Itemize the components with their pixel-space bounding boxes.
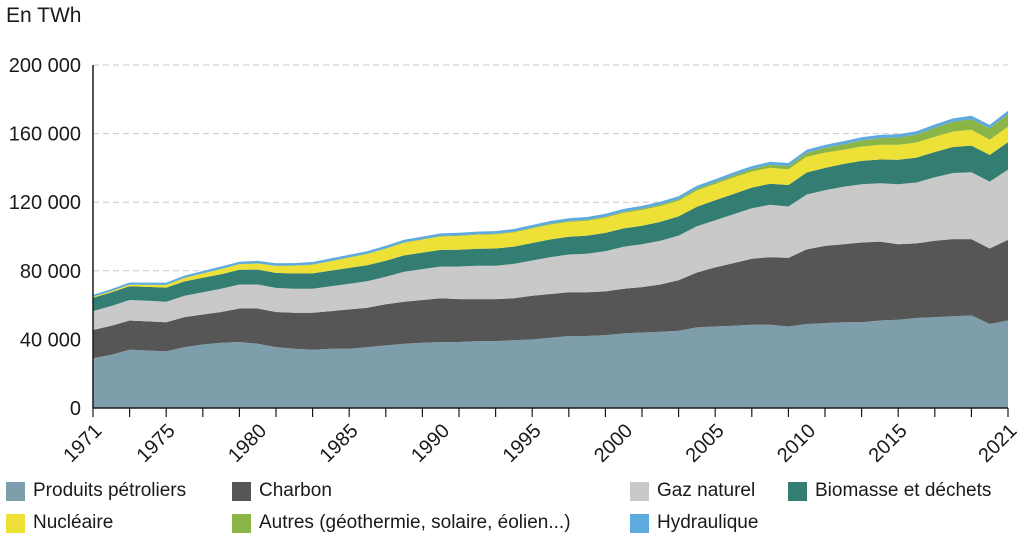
legend-label: Gaz naturel [657,480,756,501]
legend-label: Produits pétroliers [33,480,187,501]
y-tick-label: 80 000 [20,261,81,283]
axes [92,65,1009,417]
area-series-1 [93,239,1008,359]
y-tick-label: 120 000 [9,192,81,214]
y-tick-label: 200 000 [9,55,81,77]
legend-label: Autres (géothermie, solaire, éolien...) [259,512,571,533]
legend-swatch [232,481,251,501]
area-series-0 [93,315,1008,408]
legend-item: Charbon [232,480,332,502]
x-tick-label: 2005 [682,420,729,467]
area-series-4 [93,126,1008,298]
legend-item: Autres (géothermie, solaire, éolien...) [232,512,571,534]
x-tick-label: 1995 [499,420,546,467]
x-tick-label: 2010 [773,420,820,467]
x-tick-label: 1971 [59,420,106,467]
legend-label: Hydraulique [657,512,759,533]
x-tick-label: 1980 [224,420,271,467]
legend-swatch [6,481,25,501]
y-axis-unit-label: En TWh [6,4,82,27]
y-tick-label: 160 000 [9,124,81,146]
legend-swatch [630,481,649,501]
legend-item: Nucléaire [6,512,113,534]
y-tick-labels: 0 40 000 80 000 120 000 160 000 200 000 [9,55,81,420]
legend-item: Produits pétroliers [6,480,186,502]
legend-swatch [6,513,25,533]
x-tick-label: 1990 [407,420,454,467]
legend-item: Gaz naturel [630,480,755,502]
x-tick-label: 2021 [974,420,1021,467]
x-tick-labels: 1971 1975 1980 1985 1990 1995 2000 2005 2010 2015… [59,420,1021,467]
area-series-2 [93,169,1008,330]
y-tick-label: 0 [70,398,81,420]
x-tick-label: 2000 [590,420,637,467]
area-series-3 [93,142,1008,312]
legend-label: Biomasse et déchets [815,480,992,501]
legend-item: Biomasse et déchets [788,480,991,502]
x-tick-label: 1975 [133,420,180,467]
legend-swatch [232,513,251,533]
y-tick-label: 40 000 [20,329,81,351]
legend-label: Nucléaire [33,512,114,533]
legend-swatch [788,481,807,501]
legend-item: Hydraulique [630,512,758,534]
legend-label: Charbon [259,480,332,501]
legend: Produits pétroliers Charbon Gaz naturel Bio… [6,480,1018,544]
series-areas [93,110,1008,408]
legend-swatch [630,513,649,533]
x-tick-label: 2015 [865,420,912,467]
x-tick-label: 1985 [316,420,363,467]
